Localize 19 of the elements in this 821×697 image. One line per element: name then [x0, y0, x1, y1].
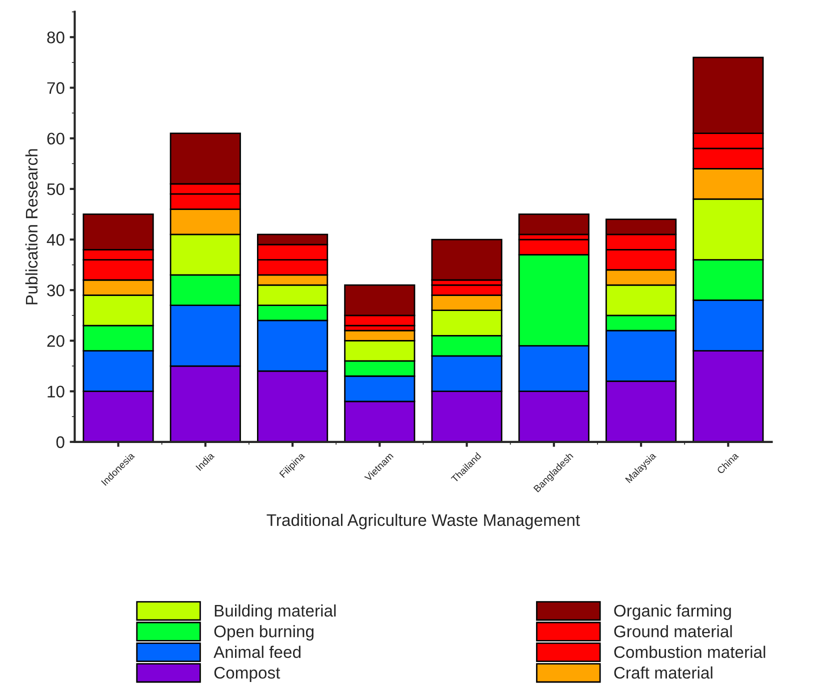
- y-tick-label: 10: [48, 386, 64, 398]
- y-tick-label: 60: [47, 132, 64, 145]
- y-tick-label: 70: [47, 82, 64, 94]
- y-tick-label: 50: [47, 183, 64, 196]
- legend-label: Organic farming: [614, 604, 731, 620]
- y-tick-label: 80: [47, 32, 64, 44]
- y-tick-label: 20: [47, 335, 64, 347]
- legend-label: Open burning: [214, 625, 314, 641]
- x-axis-title: Traditional Agriculture Waste Management: [266, 514, 580, 530]
- legend-label: Craft material: [614, 666, 712, 679]
- legend-label: Combustion material: [614, 646, 766, 658]
- legend-label: Ground material: [614, 625, 732, 638]
- legend-label: Animal feed: [214, 646, 300, 658]
- legend-label: Building material: [214, 604, 336, 620]
- y-tick-label: 40: [46, 234, 64, 246]
- y-tick-label: 0: [56, 436, 64, 448]
- y-axis-title: Publication Research: [25, 149, 38, 304]
- legend-label: Compost: [214, 666, 280, 682]
- y-tick-label: 30: [47, 284, 64, 296]
